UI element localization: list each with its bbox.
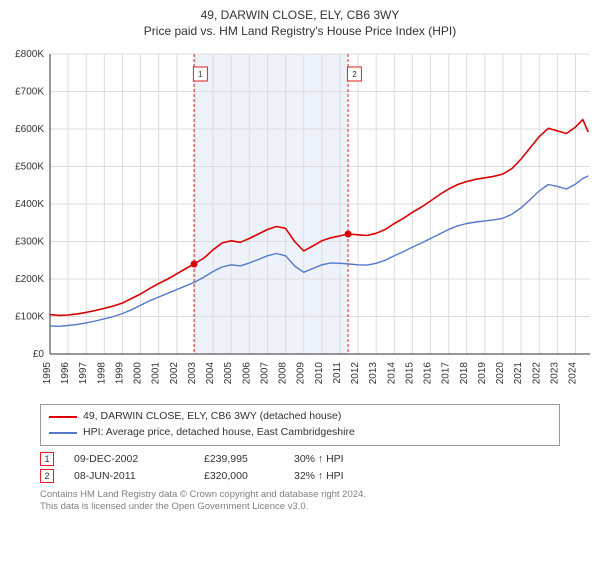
svg-text:2020: 2020	[495, 362, 506, 385]
svg-text:£200K: £200K	[15, 274, 44, 285]
svg-text:2009: 2009	[296, 362, 307, 385]
transaction-badge: 1	[40, 452, 54, 466]
transaction-price: £320,000	[204, 470, 274, 482]
svg-text:2013: 2013	[368, 362, 379, 385]
svg-text:2017: 2017	[441, 362, 452, 385]
svg-text:2007: 2007	[259, 362, 270, 385]
legend-swatch	[49, 416, 77, 418]
transaction-vs-hpi: 32% ↑ HPI	[294, 470, 374, 482]
svg-text:2004: 2004	[205, 362, 216, 385]
transaction-price: £239,995	[204, 453, 274, 465]
svg-text:£400K: £400K	[15, 199, 44, 210]
svg-text:2006: 2006	[241, 362, 252, 385]
svg-text:£300K: £300K	[15, 237, 44, 248]
chart-subtitle: Price paid vs. HM Land Registry's House …	[0, 24, 600, 38]
legend-item: HPI: Average price, detached house, East…	[49, 425, 551, 441]
legend-label: 49, DARWIN CLOSE, ELY, CB6 3WY (detached…	[83, 409, 341, 425]
price-chart: £0 £100K £200K £300K £400K £500K £600K £700K £80…	[0, 44, 600, 396]
transaction-date: 09-DEC-2002	[74, 453, 184, 465]
svg-text:2016: 2016	[423, 362, 434, 385]
svg-text:2003: 2003	[187, 362, 198, 385]
transaction-badge: 2	[40, 469, 54, 483]
svg-text:2001: 2001	[151, 362, 162, 385]
legend: 49, DARWIN CLOSE, ELY, CB6 3WY (detached…	[40, 404, 560, 446]
svg-text:£0: £0	[33, 349, 45, 360]
svg-text:£500K: £500K	[15, 162, 44, 173]
svg-text:1996: 1996	[60, 362, 71, 385]
legend-swatch	[49, 432, 77, 434]
footer-line-2: This data is licensed under the Open Gov…	[40, 501, 560, 513]
svg-text:2024: 2024	[568, 362, 579, 385]
svg-text:1999: 1999	[114, 362, 125, 385]
svg-text:2011: 2011	[332, 362, 343, 384]
svg-text:2021: 2021	[513, 362, 524, 385]
svg-text:2: 2	[352, 70, 357, 79]
svg-text:2010: 2010	[314, 362, 325, 385]
svg-text:2018: 2018	[459, 362, 470, 385]
footer-attribution: Contains HM Land Registry data © Crown c…	[40, 489, 560, 514]
svg-text:2005: 2005	[223, 362, 234, 385]
transaction-date: 08-JUN-2011	[74, 470, 184, 482]
svg-text:£800K: £800K	[15, 49, 44, 60]
svg-text:1998: 1998	[96, 362, 107, 385]
legend-item: 49, DARWIN CLOSE, ELY, CB6 3WY (detached…	[49, 409, 551, 425]
svg-text:2008: 2008	[278, 362, 289, 385]
svg-text:£100K: £100K	[15, 312, 44, 323]
legend-label: HPI: Average price, detached house, East…	[83, 425, 355, 441]
transaction-vs-hpi: 30% ↑ HPI	[294, 453, 374, 465]
svg-text:2019: 2019	[477, 362, 488, 385]
svg-text:£600K: £600K	[15, 124, 44, 135]
svg-text:1: 1	[198, 70, 203, 79]
svg-text:1997: 1997	[78, 362, 89, 385]
svg-text:2014: 2014	[386, 362, 397, 385]
transaction-list: 1 09-DEC-2002 £239,995 30% ↑ HPI 2 08-JUN-201…	[0, 452, 600, 483]
svg-text:2023: 2023	[549, 362, 560, 385]
footer-line-1: Contains HM Land Registry data © Crown c…	[40, 489, 560, 501]
svg-text:2012: 2012	[350, 362, 361, 385]
svg-text:2015: 2015	[404, 362, 415, 385]
transaction-row: 2 08-JUN-2011 £320,000 32% ↑ HPI	[40, 469, 560, 483]
svg-text:£700K: £700K	[15, 87, 44, 98]
svg-text:1995: 1995	[42, 362, 53, 385]
svg-text:2022: 2022	[531, 362, 542, 385]
chart-title: 49, DARWIN CLOSE, ELY, CB6 3WY	[0, 8, 600, 22]
svg-text:2000: 2000	[133, 362, 144, 385]
svg-text:2002: 2002	[169, 362, 180, 385]
transaction-row: 1 09-DEC-2002 £239,995 30% ↑ HPI	[40, 452, 560, 466]
